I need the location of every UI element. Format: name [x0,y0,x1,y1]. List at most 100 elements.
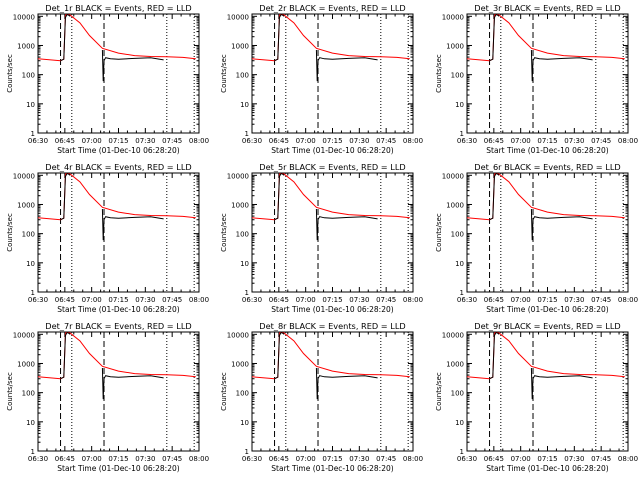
y-tick-label: 1 [460,130,464,138]
x-axis-label: Start Time (01-Dec-10 06:28:20) [486,305,608,314]
x-tick-label: 07:00 [82,296,102,304]
y-axis-label: Counts/sec [220,213,228,252]
plot-frame [466,331,629,452]
lld-series-line [467,332,625,380]
y-tick-label: 100 [451,390,464,398]
y-tick-label: 10000 [13,13,35,21]
y-tick-label: 1 [31,289,35,297]
y-tick-label: 1000 [17,360,35,368]
events-series-line [315,49,378,82]
x-tick-label: 07:15 [537,137,557,145]
plot-frame [466,13,629,134]
y-tick-label: 1000 [17,42,35,50]
y-tick-label: 10 [240,419,249,427]
marker-lines [489,173,624,292]
plot-frame [466,172,629,293]
y-axis-label: Counts/sec [435,213,443,252]
y-axis-label: Counts/sec [6,54,14,93]
y-tick-label: 100 [22,72,35,80]
plot-frame [251,172,414,293]
y-tick-label: 100 [451,72,464,80]
x-tick-label: 06:45 [55,296,75,304]
y-tick-label: 1 [460,448,464,456]
y-tick-label: 10 [240,260,249,268]
events-series-line [530,367,593,400]
x-tick-label: 08:00 [618,296,638,304]
events-series-line [530,49,593,82]
y-axis-label: Counts/sec [220,54,228,93]
series-group [252,332,410,400]
y-tick-label: 100 [22,231,35,239]
x-tick-label: 06:30 [457,296,477,304]
x-tick-label: 06:30 [242,455,262,463]
y-tick-label: 100 [236,231,249,239]
marker-lines [60,332,195,451]
y-axis-label: Counts/sec [6,213,14,252]
y-tick-label: 10000 [442,172,464,180]
y-tick-label: 100 [236,390,249,398]
marker-lines [489,332,624,451]
x-axis-label: Start Time (01-Dec-10 06:28:20) [57,464,179,473]
events-series-line [489,332,500,380]
y-tick-label: 1000 [446,42,464,50]
x-axis-label: Start Time (01-Dec-10 06:28:20) [271,464,393,473]
chart-panel: Det_1r BLACK = Events, RED = LLD 1 10 100 10… [6,3,209,155]
x-tick-label: 07:00 [511,296,531,304]
chart-title: Det_7r BLACK = Events, RED = LLD [45,321,191,331]
x-tick-label: 06:45 [484,137,504,145]
x-tick-label: 08:00 [403,137,423,145]
y-tick-label: 10 [240,101,249,109]
x-tick-label: 07:45 [162,137,182,145]
x-tick-label: 07:45 [376,296,396,304]
x-tick-label: 07:45 [591,455,611,463]
y-tick-label: 1000 [446,360,464,368]
lld-series-line [38,14,196,62]
chart-title: Det_1r BLACK = Events, RED = LLD [45,3,191,13]
x-tick-label: 07:00 [511,455,531,463]
chart-panel: Det_9r BLACK = Events, RED = LLD 1 10 100 10… [435,321,638,473]
x-axis-label: Start Time (01-Dec-10 06:28:20) [486,146,608,155]
chart-panel: Det_7r BLACK = Events, RED = LLD 1 10 100 10… [6,321,209,473]
y-tick-label: 10000 [227,331,249,339]
x-tick-label: 06:30 [457,455,477,463]
lld-series-line [252,173,410,221]
x-tick-label: 07:15 [108,455,128,463]
chart-title: Det_8r BLACK = Events, RED = LLD [259,321,405,331]
x-tick-label: 07:15 [322,455,342,463]
x-tick-label: 06:45 [269,137,289,145]
chart-panel: Det_6r BLACK = Events, RED = LLD 1 10 100 10… [435,162,638,314]
x-tick-label: 07:45 [162,296,182,304]
y-tick-label: 1000 [231,201,249,209]
events-series-line [101,208,164,241]
x-tick-label: 08:00 [189,455,209,463]
y-tick-label: 10 [455,419,464,427]
series-group [467,332,625,400]
events-series-line [101,367,164,400]
series-group [467,173,625,241]
x-tick-label: 06:45 [269,455,289,463]
x-tick-label: 07:00 [296,296,316,304]
y-tick-label: 10 [26,419,35,427]
chart-panel: Det_3r BLACK = Events, RED = LLD 1 10 100 10… [435,3,638,155]
y-tick-label: 10 [455,260,464,268]
x-tick-label: 08:00 [618,137,638,145]
y-tick-label: 1 [31,130,35,138]
x-tick-label: 07:15 [322,296,342,304]
x-tick-label: 07:45 [162,455,182,463]
lld-series-line [38,332,196,380]
x-tick-label: 06:45 [484,455,504,463]
marker-lines [274,332,409,451]
y-tick-label: 1000 [446,201,464,209]
events-series-line [489,14,500,62]
x-tick-label: 06:30 [242,137,262,145]
y-tick-label: 1000 [231,42,249,50]
plot-frame [251,331,414,452]
y-tick-label: 1000 [231,360,249,368]
x-tick-label: 08:00 [618,455,638,463]
x-tick-label: 06:45 [269,296,289,304]
events-series-line [530,208,593,241]
plot-frame [37,13,200,134]
x-axis-label: Start Time (01-Dec-10 06:28:20) [271,305,393,314]
lld-series-line [252,332,410,380]
